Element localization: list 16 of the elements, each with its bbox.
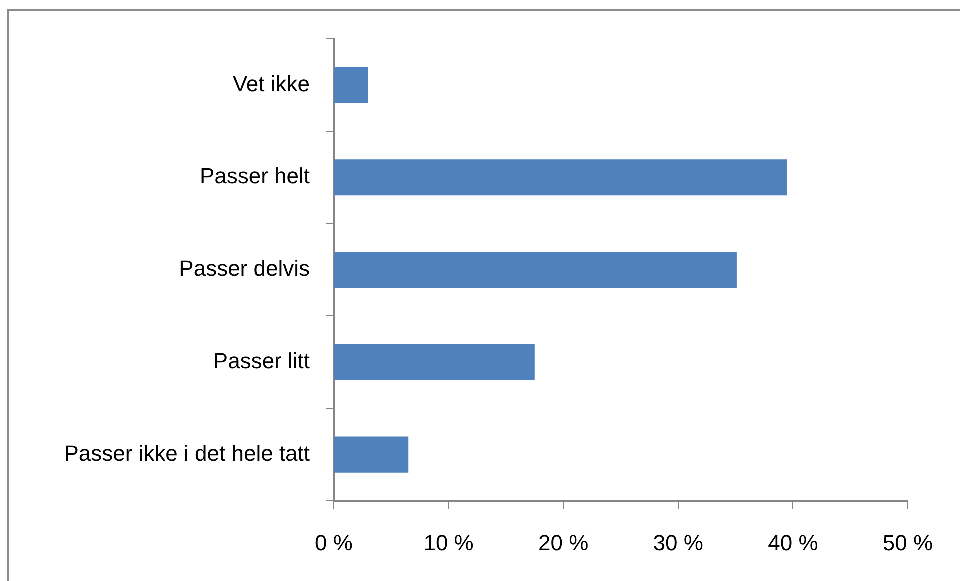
y-tick-label: Passer helt <box>200 164 310 189</box>
y-tick-label: Passer ikke i det hele tatt <box>64 440 310 466</box>
bar <box>334 67 368 104</box>
bar <box>334 436 409 473</box>
x-tick-label: 10 % <box>424 530 474 556</box>
x-tick-label: 50 % <box>882 530 934 556</box>
y-tick-label: Passer delvis <box>179 256 310 282</box>
x-tick-label: 40 % <box>768 530 818 556</box>
bar <box>334 344 535 380</box>
bar <box>334 252 737 288</box>
y-tick-label: Vet ikke <box>232 71 310 96</box>
y-tick-label: Passer litt <box>213 348 310 374</box>
x-tick-label: 30 % <box>653 530 704 556</box>
x-tick-label: 20 % <box>538 530 589 556</box>
bar <box>334 160 788 196</box>
x-tick-label: 0 % <box>315 530 353 556</box>
